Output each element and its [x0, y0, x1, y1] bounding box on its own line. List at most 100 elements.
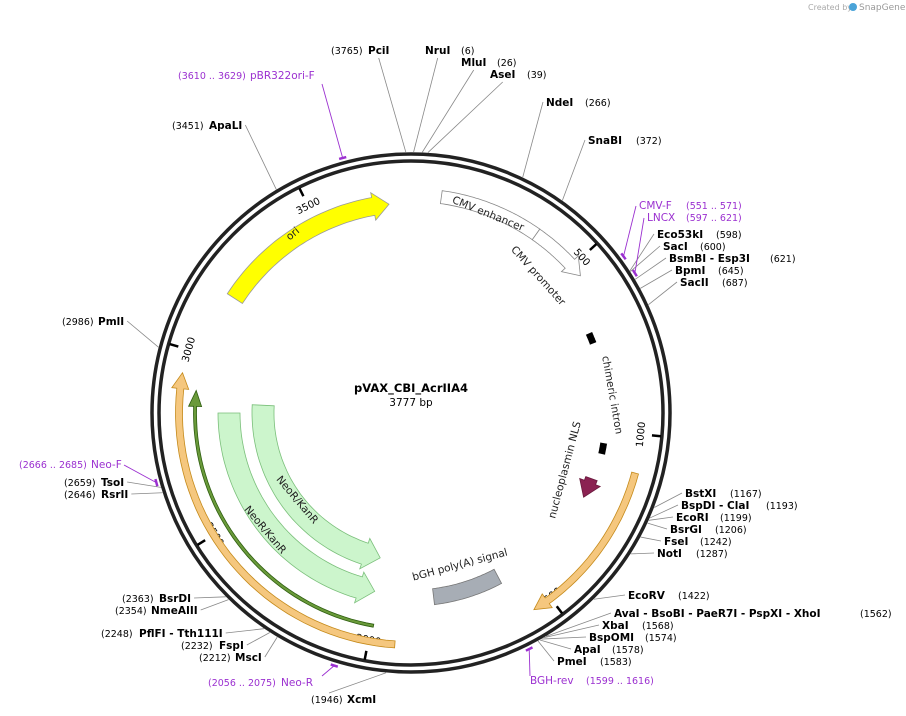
enzyme-leader	[539, 639, 572, 650]
enzyme-leader	[649, 504, 679, 519]
primer-leader	[634, 217, 645, 274]
enzyme-site: (645)	[718, 266, 744, 277]
primer-name: Neo-R	[281, 677, 313, 689]
tick-mark	[196, 539, 206, 547]
enzyme-site: (1206)	[715, 525, 747, 536]
primer-mark	[338, 155, 347, 161]
enzyme-site: (2646)	[64, 490, 96, 501]
feature-shape	[251, 404, 381, 570]
enzyme-name: SacII	[680, 277, 709, 289]
enzyme-name: PmeI	[557, 656, 587, 668]
enzyme-site: (687)	[722, 278, 748, 289]
enzyme-name: EcoRI	[676, 512, 709, 524]
primer-mark	[154, 478, 159, 487]
enzyme-name: SnaBI	[588, 135, 622, 147]
enzyme-name: BpmI	[675, 265, 705, 277]
enzyme-site: (3765)	[331, 46, 363, 57]
tick-mark	[555, 605, 564, 615]
created-by: Created by	[808, 3, 852, 12]
enzyme-name: AvaI - BsoBI - PaeR7I - PspXI - XhoI	[614, 608, 821, 620]
feature-shape	[217, 412, 376, 604]
primer-leader	[623, 205, 637, 257]
primer-site: (597 .. 621)	[686, 213, 742, 224]
enzyme-leader	[648, 281, 678, 305]
primer-leader	[528, 649, 531, 677]
enzyme-site: (1167)	[730, 489, 762, 500]
enzyme-leader	[630, 245, 661, 272]
enzyme-site: (2248)	[101, 629, 133, 640]
enzyme-site: (1583)	[600, 657, 632, 668]
plasmid-name: pVAX_CBI_AcrIIA4	[354, 381, 468, 396]
enzyme-leader	[131, 492, 163, 495]
enzyme-leader	[225, 628, 265, 634]
enzyme-leader	[647, 522, 668, 530]
primer-site: (2056 .. 2075)	[208, 678, 276, 689]
primer-mark	[330, 663, 339, 668]
brand-logo	[849, 3, 857, 11]
enzyme-site: (1287)	[696, 549, 728, 560]
tick-mark	[363, 650, 368, 660]
enzyme-leader	[421, 69, 475, 153]
tick-mark	[298, 187, 305, 197]
enzyme-site: (600)	[700, 242, 726, 253]
enzyme-leader	[640, 269, 673, 289]
backbone-inner	[157, 159, 665, 667]
enzyme-name: ApaLI	[209, 120, 242, 132]
primer-name: BGH-rev	[530, 675, 574, 687]
enzyme-name: BsrDI	[159, 593, 191, 605]
feature-shape	[171, 371, 396, 649]
enzyme-leader	[328, 672, 387, 694]
primer-name: Neo-F	[91, 459, 122, 471]
enzyme-name: NmeAIII	[151, 605, 198, 617]
enzyme-leader	[629, 233, 655, 272]
tick-mark	[589, 243, 598, 251]
enzyme-name: XbaI	[602, 620, 629, 632]
feature-label: chimeric intron	[599, 355, 625, 435]
enzyme-site: (39)	[527, 70, 547, 81]
brand: SnapGene	[859, 3, 906, 13]
enzyme-leader	[194, 596, 226, 599]
enzyme-site: (1574)	[645, 633, 677, 644]
feature-shape	[585, 331, 597, 345]
enzyme-site: (3451)	[172, 121, 204, 132]
enzyme-site: (266)	[585, 98, 611, 109]
enzyme-leader	[378, 57, 407, 153]
enzyme-site: (2354)	[115, 606, 147, 617]
enzyme-site: (2659)	[64, 478, 96, 489]
enzyme-site: (2212)	[199, 653, 231, 664]
enzyme-leader	[541, 636, 587, 640]
feature-shape	[579, 476, 602, 498]
enzyme-site: (26)	[497, 58, 517, 69]
enzyme-name: Eco53kI	[657, 229, 703, 241]
enzyme-name: MluI	[461, 57, 486, 69]
feature-shape	[531, 228, 581, 277]
primer-mark	[525, 646, 534, 652]
enzyme-leader	[244, 124, 277, 190]
enzyme-name: PmlI	[98, 316, 124, 328]
enzyme-leader	[630, 552, 655, 555]
enzyme-site: (1568)	[642, 621, 674, 632]
primer-site: (1599 .. 1616)	[586, 676, 654, 687]
enzyme-leader	[593, 594, 626, 600]
tick-mark	[169, 342, 179, 348]
feature-label: nucleoplasmin NLS	[546, 420, 584, 520]
enzyme-name: BsrGI	[670, 524, 702, 536]
backbone-outer	[150, 152, 672, 674]
primer-mark	[631, 269, 638, 277]
enzyme-site: (1562)	[860, 609, 892, 620]
enzyme-name: NotI	[657, 548, 682, 560]
enzyme-leader	[634, 257, 667, 280]
tick-label: 3500	[295, 196, 323, 217]
enzyme-leader	[126, 320, 159, 348]
enzyme-name: XcmI	[347, 694, 376, 706]
enzyme-name: BstXI	[685, 488, 716, 500]
enzyme-site: (6)	[461, 46, 474, 57]
enzyme-site: (598)	[716, 230, 742, 241]
enzyme-leader	[200, 599, 229, 611]
enzyme-name: PflFI - Tth111I	[139, 628, 223, 640]
enzyme-site: (2363)	[122, 594, 154, 605]
feature-shape	[432, 568, 503, 606]
enzyme-name: ApaI	[574, 644, 601, 656]
enzyme-leader	[648, 516, 674, 521]
